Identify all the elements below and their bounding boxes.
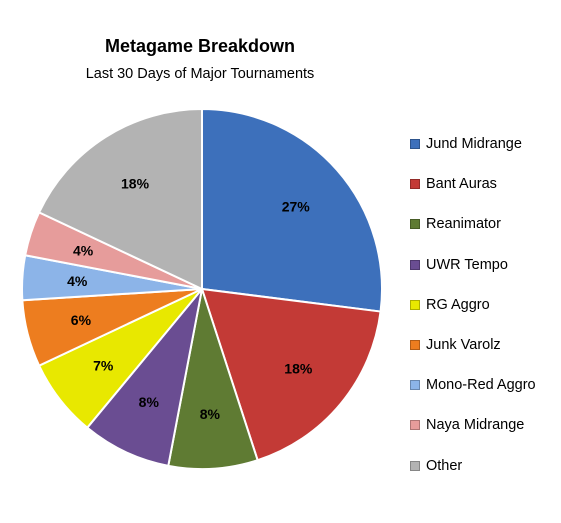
legend-label: Jund Midrange (426, 136, 522, 153)
legend-label: Junk Varolz (426, 337, 501, 354)
data-label-junk-varolz: 6% (71, 312, 92, 328)
data-label-other: 18% (121, 175, 150, 191)
legend-swatch (410, 380, 420, 391)
legend-label: Mono-Red Aggro (426, 377, 536, 394)
legend-label: Other (426, 457, 463, 474)
legend-swatch (410, 179, 420, 190)
legend: Jund Midrange Bant Auras Reanimator UWR Tem… (410, 124, 536, 486)
data-label-uwr-tempo: 8% (139, 394, 160, 410)
pie-slice-other (37, 107, 203, 291)
chart-subtitle: Last 30 Days of Major Tournaments (85, 66, 315, 82)
legend-item-bant-auras: Bant Auras (410, 164, 536, 204)
legend-swatch (410, 219, 420, 230)
legend-item-other: Other (410, 446, 536, 486)
legend-swatch (410, 139, 420, 150)
data-label-rg-aggro: 7% (93, 358, 114, 374)
legend-swatch (410, 299, 420, 310)
legend-swatch (410, 420, 420, 431)
legend-item-naya-midrange: Naya Midrange (410, 405, 536, 445)
pie-slice-uwr-tempo (85, 288, 203, 467)
legend-swatch (410, 340, 420, 351)
legend-label: Bant Auras (426, 176, 497, 193)
data-label-reanimator: 8% (200, 406, 221, 422)
data-label-naya-midrange: 4% (73, 242, 94, 258)
pie-slice-reanimator (167, 288, 259, 470)
legend-swatch (410, 460, 420, 471)
legend-item-rg-aggro: RG Aggro (410, 285, 536, 325)
legend-label: RG Aggro (426, 296, 490, 313)
data-label-mono-red-aggro: 4% (67, 273, 88, 289)
data-label-bant-auras: 18% (284, 361, 313, 377)
legend-item-jund-midrange: Jund Midrange (410, 124, 536, 164)
chart-title: Metagame Breakdown (104, 36, 296, 56)
legend-swatch (410, 259, 420, 270)
legend-item-uwr-tempo: UWR Tempo (410, 245, 536, 285)
data-label-jund-midrange: 27% (282, 198, 311, 214)
legend-label: Reanimator (426, 216, 501, 233)
legend-item-junk-varolz: Junk Varolz (410, 325, 536, 365)
legend-label: UWR Tempo (426, 256, 508, 273)
pie-slice-jund-midrange (201, 107, 383, 313)
legend-item-reanimator: Reanimator (410, 204, 536, 244)
legend-label: Naya Midrange (426, 417, 525, 434)
legend-item-mono-red-aggro: Mono-Red Aggro (410, 365, 536, 405)
pie-slice-bant-auras (200, 287, 382, 462)
